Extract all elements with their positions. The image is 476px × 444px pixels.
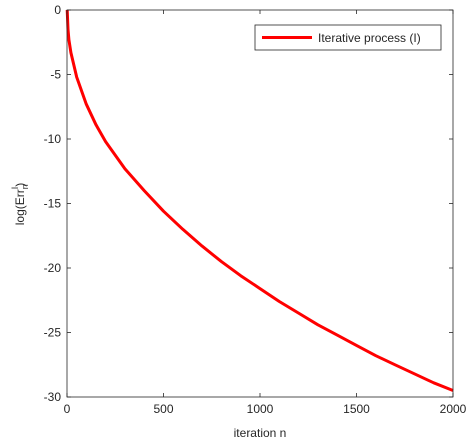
x-tick-label: 0 xyxy=(64,402,71,416)
axes-box xyxy=(66,9,454,398)
x-tick-label: 2000 xyxy=(440,402,467,416)
y-tick-label: -25 xyxy=(44,326,62,340)
series-line-0 xyxy=(65,9,454,392)
y-tick-label: -30 xyxy=(44,390,62,404)
y-axis-title-superscript: I xyxy=(10,187,20,190)
axes: 0 500 1000 1500 2000 0 -5 -10 -15 -20 -25 -30 xyxy=(44,3,467,416)
y-tick-label: 0 xyxy=(54,3,61,17)
y-tick-label: -10 xyxy=(44,132,62,146)
legend-label: Iterative process (I) xyxy=(318,31,421,45)
y-tick-label: -20 xyxy=(44,261,62,275)
y-axis-title-base: log(Err xyxy=(13,189,27,225)
x-tick-label: 1500 xyxy=(343,402,370,416)
plot-area xyxy=(65,9,454,392)
x-tick-label: 500 xyxy=(153,402,173,416)
y-axis-title: log(ErrnI) xyxy=(10,183,30,226)
y-axis-title-subscript: n xyxy=(20,184,30,189)
y-axis-title-close: ) xyxy=(13,183,27,187)
y-tick-label: -5 xyxy=(50,68,61,82)
legend: Iterative process (I) xyxy=(254,24,442,51)
x-axis-title: iteration n xyxy=(234,426,287,440)
y-tick-label: -15 xyxy=(44,197,62,211)
x-tick-label: 1000 xyxy=(247,402,274,416)
